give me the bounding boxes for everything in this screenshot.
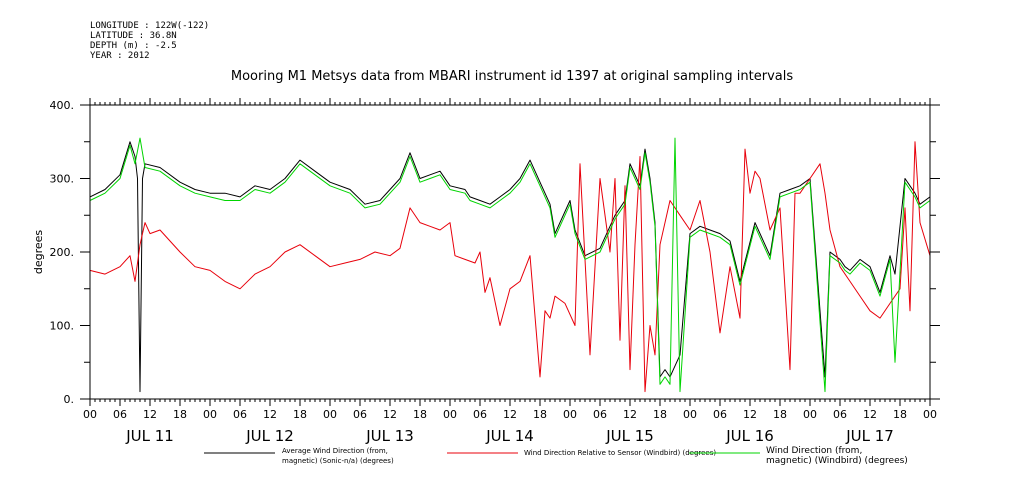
y-axis-label: degrees: [32, 230, 45, 275]
x-tick-label: 06: [473, 408, 487, 421]
x-tick-label: 12: [383, 408, 397, 421]
y-tick-label: 300.: [50, 173, 75, 186]
x-tick-label: 00: [443, 408, 457, 421]
legend-label-3-line2: magnetic) (Windbird) (degrees): [766, 456, 908, 466]
axis-layer: 00 06 12 18 00 06 12 18 00 06 12 18 00 06 12 18 00 06 12 18…: [50, 98, 940, 445]
x-tick-label: 18: [173, 408, 187, 421]
x-tick-label: 12: [623, 408, 637, 421]
x-date-label: JUL 11: [125, 427, 174, 445]
x-tick-label: 00: [563, 408, 577, 421]
legend-label-1-line2: magnetic) (Sonic-n/a) (degrees): [282, 457, 394, 465]
x-tick-label: 00: [203, 408, 217, 421]
x-date-label: JUL 12: [245, 427, 294, 445]
x-tick-label: 12: [143, 408, 157, 421]
y-tick-label: 400.: [50, 99, 75, 112]
x-date-label: JUL 16: [725, 427, 774, 445]
x-tick-label: 12: [863, 408, 877, 421]
x-date-label: JUL 14: [485, 427, 534, 445]
x-tick-label: 06: [233, 408, 247, 421]
year-label: YEAR : 2012: [90, 51, 150, 61]
series-layer: [89, 137, 931, 393]
series-line-3: [89, 137, 931, 393]
x-tick-label: 12: [503, 408, 517, 421]
x-tick-label: 18: [893, 408, 907, 421]
x-tick-label: 18: [413, 408, 427, 421]
y-tick-label: 100.: [50, 320, 75, 333]
x-tick-label: 06: [113, 408, 127, 421]
depth-label: DEPTH (m) : -2.5: [90, 41, 177, 51]
x-tick-label: 18: [653, 408, 667, 421]
x-tick-label: 12: [743, 408, 757, 421]
metadata-block: LONGITUDE : 122W(-122) LATITUDE : 36.8N …: [90, 21, 209, 61]
x-tick-label: 00: [323, 408, 337, 421]
x-tick-label: 00: [803, 408, 817, 421]
latitude-label: LATITUDE : 36.8N: [90, 31, 177, 41]
chart-title: Mooring M1 Metsys data from MBARI instru…: [231, 69, 793, 84]
x-tick-label: 06: [593, 408, 607, 421]
legend: Average Wind Direction (from, magnetic) (…: [204, 446, 908, 466]
series-line-1: [89, 141, 931, 393]
series-line-2: [89, 141, 931, 393]
longitude-label: LONGITUDE : 122W(-122): [90, 21, 210, 31]
x-tick-label: 06: [833, 408, 847, 421]
x-tick-label: 00: [83, 408, 97, 421]
x-tick-label: 18: [293, 408, 307, 421]
x-date-label: JUL 13: [365, 427, 414, 445]
x-tick-label: 06: [713, 408, 727, 421]
y-tick-label: 200.: [50, 246, 75, 259]
x-tick-label: 12: [263, 408, 277, 421]
x-tick-label: 00: [683, 408, 697, 421]
x-tick-label: 18: [773, 408, 787, 421]
x-tick-label: 00: [923, 408, 937, 421]
x-date-label: JUL 17: [845, 427, 894, 445]
x-tick-label: 06: [353, 408, 367, 421]
x-tick-label: 18: [533, 408, 547, 421]
legend-label-3: Wind Direction (from,: [766, 446, 862, 456]
legend-label-1: Average Wind Direction (from,: [282, 447, 388, 455]
plot-frame: [89, 104, 931, 400]
x-date-label: JUL 15: [605, 427, 654, 445]
legend-label-2: Wind Direction Relative to Sensor (Windb…: [524, 449, 716, 457]
y-tick-label: 0.: [64, 393, 75, 406]
